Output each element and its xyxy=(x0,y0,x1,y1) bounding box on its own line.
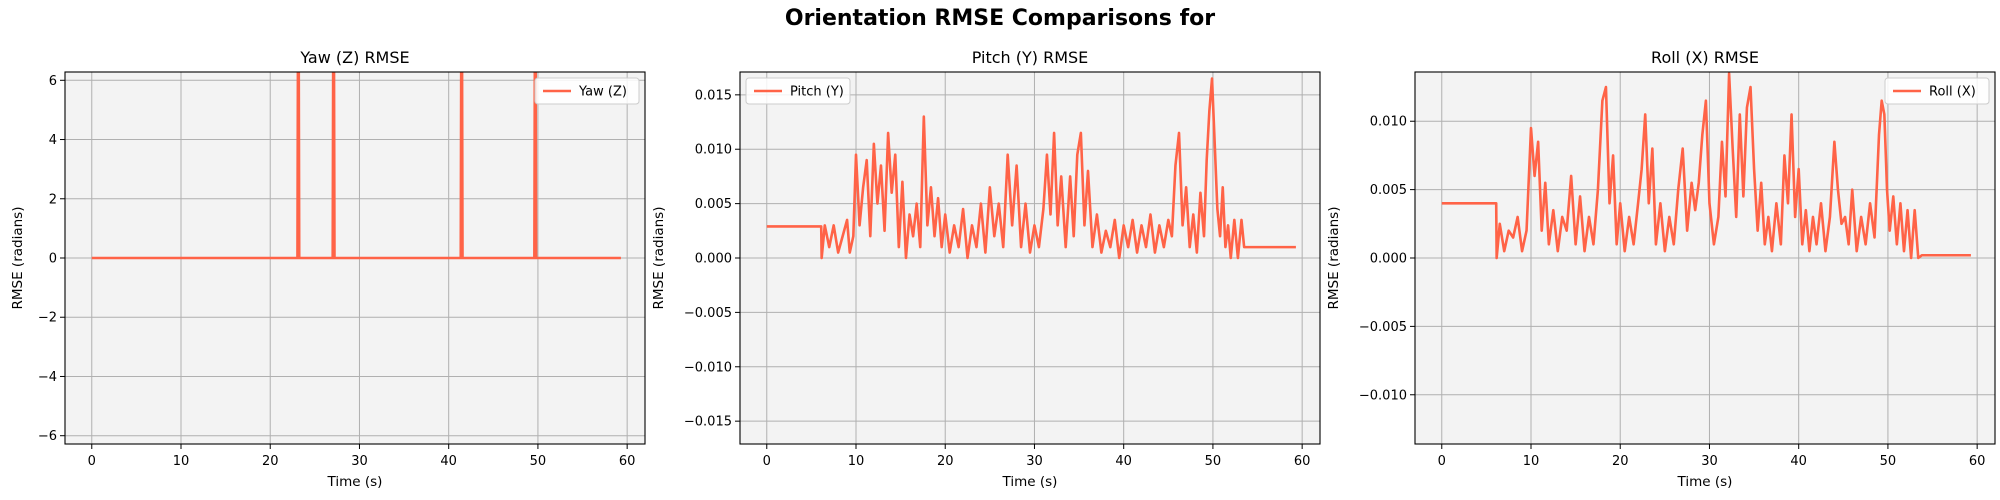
x-tick-label: 30 xyxy=(351,454,368,469)
y-tick-label: 4 xyxy=(49,133,57,148)
legend-box xyxy=(745,77,851,105)
y-tick-label: 0.015 xyxy=(695,88,732,103)
legend-box xyxy=(534,77,640,105)
x-tick-label: 10 xyxy=(1523,454,1540,469)
x-tick-label: 10 xyxy=(173,454,190,469)
x-tick-label: 20 xyxy=(262,454,279,469)
y-tick-label: −0.010 xyxy=(684,360,732,375)
y-tick-label: 6 xyxy=(49,74,57,89)
y-tick-label: 0.005 xyxy=(1370,183,1407,198)
x-tick-label: 10 xyxy=(848,454,865,469)
y-tick-label: 0 xyxy=(49,252,57,267)
series-line-0 xyxy=(91,72,621,260)
y-tick-label: −0.005 xyxy=(684,306,732,321)
y-axis-label: RMSE (radians) xyxy=(651,207,667,310)
x-tick-label: 50 xyxy=(1205,454,1222,469)
x-tick-label: 30 xyxy=(1701,454,1718,469)
x-axis-label: Time (s) xyxy=(1002,474,1058,490)
legend: Roll (X) xyxy=(1884,77,1990,105)
x-tick-label: 60 xyxy=(1294,454,1311,469)
x-tick-label: 40 xyxy=(1790,454,1807,469)
series-line-0 xyxy=(766,77,1296,260)
y-tick-label: −6 xyxy=(38,429,57,444)
x-tick-label: 0 xyxy=(763,454,771,469)
y-tick-label: 0.005 xyxy=(695,197,732,212)
subplot-1: 0 10 20 30 40 50 60 −0.015 −0.010 −0.005 0.000 0.00… xyxy=(651,48,1321,490)
x-tick-label: 50 xyxy=(530,454,547,469)
subplot-panels: 0 10 20 30 40 50 60 −6 −4 −2 0 2 4 6 Yaw (Z) RMSE Time … xyxy=(10,48,1996,490)
y-axis-label: RMSE (radians) xyxy=(1326,207,1342,310)
x-tick-label: 20 xyxy=(1612,454,1629,469)
y-tick-label: −0.005 xyxy=(1359,320,1407,335)
figure-suptitle: Orientation RMSE Comparisons for xyxy=(784,6,1216,31)
legend-label: Yaw (Z) xyxy=(578,85,627,100)
subplot-title: Yaw (Z) RMSE xyxy=(299,48,409,67)
x-tick-label: 30 xyxy=(1026,454,1043,469)
subplot-title: Roll (X) RMSE xyxy=(1651,48,1759,67)
x-tick-label: 40 xyxy=(440,454,457,469)
y-tick-label: 0.000 xyxy=(695,252,732,267)
legend-label: Roll (X) xyxy=(1929,85,1976,100)
subplot-0: 0 10 20 30 40 50 60 −6 −4 −2 0 2 4 6 Yaw (Z) RMSE Time … xyxy=(10,48,646,490)
legend: Yaw (Z) xyxy=(534,77,640,105)
legend-box xyxy=(1884,77,1990,105)
legend: Pitch (Y) xyxy=(745,77,851,105)
x-tick-label: 0 xyxy=(88,454,96,469)
x-axis-label: Time (s) xyxy=(1677,474,1733,490)
subplot-title: Pitch (Y) RMSE xyxy=(972,48,1089,67)
x-tick-label: 50 xyxy=(1880,454,1897,469)
y-tick-label: −0.015 xyxy=(684,415,732,430)
x-tick-label: 40 xyxy=(1115,454,1132,469)
x-tick-label: 0 xyxy=(1438,454,1446,469)
x-axis-label: Time (s) xyxy=(327,474,383,490)
subplot-2: 0 10 20 30 40 50 60 −0.010 −0.005 0.000 0.005 0.010… xyxy=(1326,48,1996,490)
y-tick-label: 0.000 xyxy=(1370,252,1407,267)
y-tick-label: 0.010 xyxy=(695,143,732,158)
legend-label: Pitch (Y) xyxy=(790,85,844,100)
y-tick-label: −0.010 xyxy=(1359,388,1407,403)
x-tick-label: 60 xyxy=(619,454,636,469)
series-line-0 xyxy=(1441,72,1971,260)
x-tick-label: 20 xyxy=(937,454,954,469)
y-tick-label: −2 xyxy=(38,311,57,326)
y-tick-label: 2 xyxy=(49,192,57,207)
y-tick-label: 0.010 xyxy=(1370,115,1407,130)
x-tick-label: 60 xyxy=(1969,454,1986,469)
y-tick-label: −4 xyxy=(38,370,57,385)
y-axis-label: RMSE (radians) xyxy=(10,207,26,310)
